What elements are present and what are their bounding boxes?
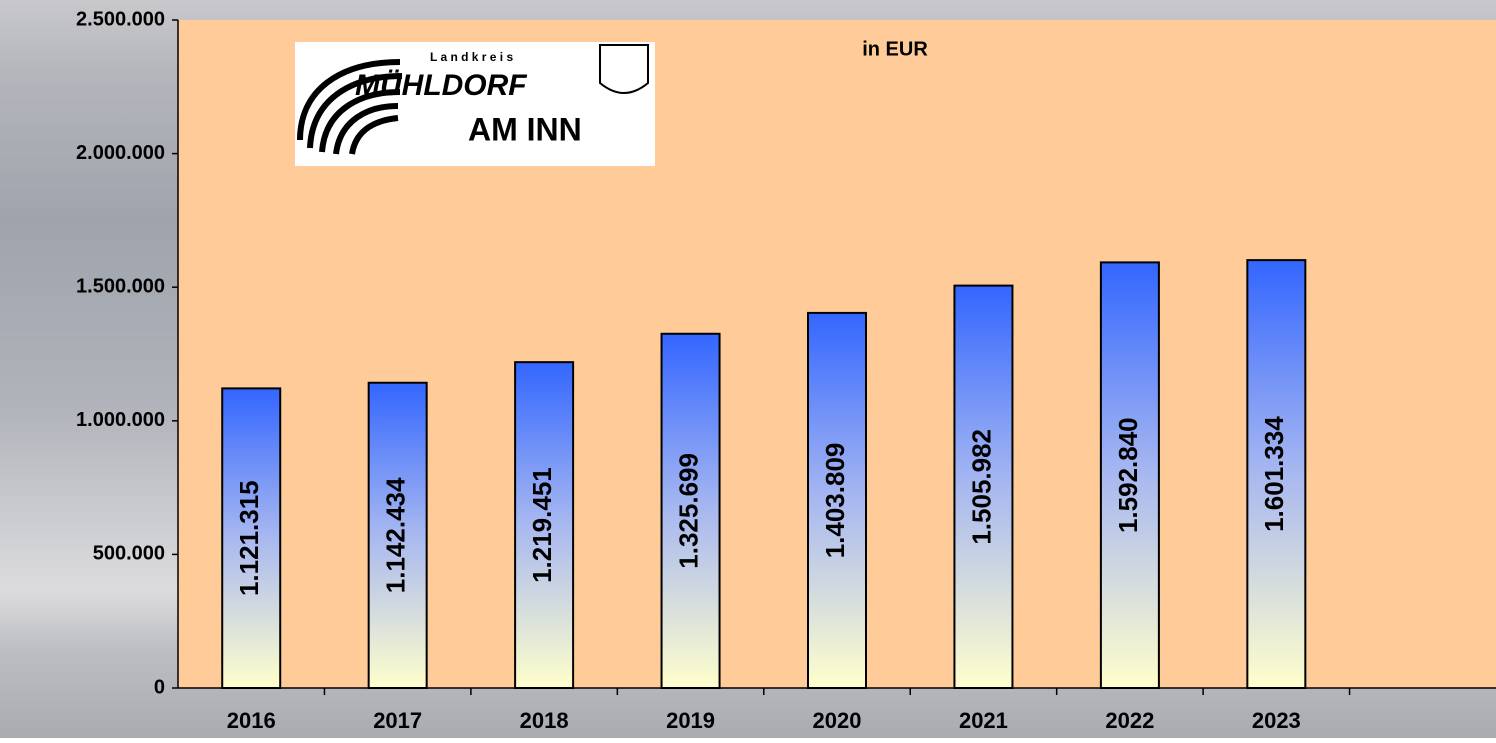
bar [1099,261,1160,689]
value-label: 1.325.699 [673,453,703,569]
value-label: 1.592.840 [1113,417,1143,533]
bar [367,381,428,689]
bar [221,387,282,689]
y-tick-label: 2.500.000 [76,8,165,30]
value-label: 1.121.315 [234,480,264,596]
y-tick-label: 500.000 [93,543,165,565]
bar [514,361,575,689]
logo-place: AM INN [468,111,582,147]
logo: L a n d k r e i s MÜHLDORF AM INN [295,42,655,166]
y-tick-label: 0 [154,676,165,698]
x-tick-label: 2017 [373,708,422,733]
logo-crest [599,44,649,94]
bar [660,332,721,689]
value-label: 1.505.982 [966,429,996,545]
x-tick-label: 2021 [959,708,1008,733]
logo-swoosh [297,59,403,155]
logo-name: MÜHLDORF [355,69,527,102]
y-tick-label: 2.000.000 [76,142,165,164]
value-label: 1.219.451 [527,467,557,583]
bar [807,311,867,689]
x-tick-label: 2019 [666,708,715,733]
x-tick-label: 2016 [227,708,276,733]
value-label: 1.601.334 [1259,416,1289,532]
value-label: 1.142.434 [381,477,411,593]
x-tick-label: 2020 [813,708,862,733]
logo-top: L a n d k r e i s [430,50,513,64]
x-tick-label: 2018 [520,708,569,733]
chart-title: in EUR [862,38,928,60]
value-label: 1.403.809 [820,443,850,559]
bar [1246,259,1307,689]
x-tick-label: 2022 [1105,708,1154,733]
bar [953,284,1014,689]
y-tick-label: 1.500.000 [76,275,165,297]
y-tick-label: 1.000.000 [76,409,165,431]
x-tick-label: 2023 [1252,708,1301,733]
